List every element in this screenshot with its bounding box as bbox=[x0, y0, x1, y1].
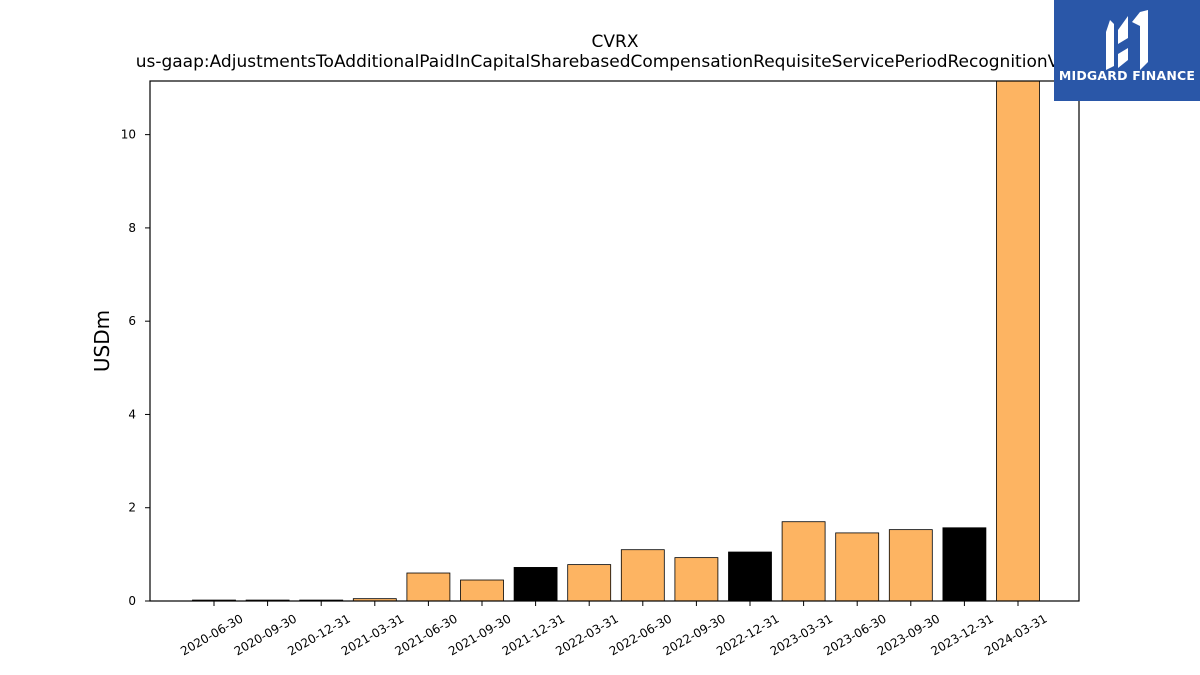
y-tick-label: 6 bbox=[128, 314, 136, 328]
y-tick-label: 2 bbox=[128, 501, 136, 515]
bar-2022-09-30 bbox=[674, 557, 719, 602]
bar-2023-03-31 bbox=[781, 521, 826, 602]
plot-frame bbox=[149, 80, 1080, 602]
bar-2022-12-31 bbox=[728, 551, 772, 602]
y-tick-label: 10 bbox=[121, 128, 136, 142]
bar-2022-06-30 bbox=[620, 549, 665, 602]
bar-2021-12-31 bbox=[513, 567, 558, 602]
bar-2022-03-31 bbox=[567, 564, 612, 602]
logo-text: MIDGARD FINANCE bbox=[1058, 68, 1196, 83]
y-tick-label: 0 bbox=[128, 594, 136, 608]
bar-2023-06-30 bbox=[835, 532, 880, 602]
bar-2023-12-31 bbox=[942, 527, 987, 602]
bar-2021-09-30 bbox=[460, 579, 504, 602]
y-axis-label: USDm bbox=[90, 310, 114, 372]
bars-group bbox=[192, 80, 1040, 602]
y-axis-ticks: 0 2 4 6 8 10 bbox=[121, 128, 150, 608]
logo-badge: MIDGARD FINANCE bbox=[1054, 0, 1200, 101]
x-axis-ticks: 2020-06-302020-09-302020-12-312021-03-31… bbox=[178, 601, 1050, 658]
y-tick-label: 4 bbox=[128, 407, 136, 421]
midgard-logo-icon bbox=[1106, 10, 1148, 70]
bar-2023-09-30 bbox=[888, 529, 933, 602]
bar-2021-06-30 bbox=[406, 572, 451, 602]
y-tick-label: 8 bbox=[128, 221, 136, 235]
chart-subtitle: us-gaap:AdjustmentsToAdditionalPaidInCap… bbox=[135, 52, 1095, 72]
bar-2024-03-31 bbox=[996, 80, 1040, 602]
chart-title: CVRX bbox=[591, 32, 639, 52]
